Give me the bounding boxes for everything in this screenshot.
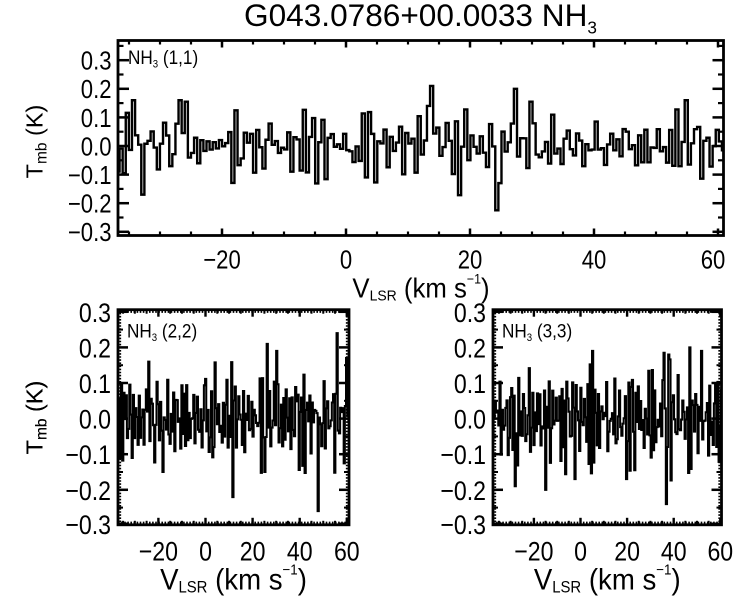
svg-text:0: 0 bbox=[199, 537, 212, 567]
svg-text:−20: −20 bbox=[514, 537, 553, 567]
svg-text:Tmb (K): Tmb (K) bbox=[22, 105, 51, 179]
svg-text:0.0: 0.0 bbox=[81, 133, 112, 162]
svg-text:0.2: 0.2 bbox=[81, 76, 112, 105]
svg-text:40: 40 bbox=[287, 537, 313, 567]
svg-text:−0.1: −0.1 bbox=[68, 161, 112, 190]
svg-text:−0.3: −0.3 bbox=[65, 510, 111, 540]
svg-text:−0.2: −0.2 bbox=[68, 190, 112, 219]
svg-text:0.3: 0.3 bbox=[454, 298, 486, 328]
svg-text:−20: −20 bbox=[203, 246, 240, 275]
svg-text:−0.3: −0.3 bbox=[440, 510, 486, 540]
svg-text:0.3: 0.3 bbox=[81, 47, 112, 76]
svg-text:0.1: 0.1 bbox=[79, 369, 111, 399]
svg-text:0.1: 0.1 bbox=[81, 104, 112, 133]
svg-text:20: 20 bbox=[458, 246, 483, 275]
svg-text:−0.1: −0.1 bbox=[440, 440, 486, 470]
svg-text:−20: −20 bbox=[139, 537, 178, 567]
svg-text:20: 20 bbox=[614, 537, 640, 567]
svg-text:40: 40 bbox=[582, 246, 607, 275]
svg-text:VLSR (km s−1): VLSR (km s−1) bbox=[160, 561, 307, 597]
svg-text:−0.2: −0.2 bbox=[65, 476, 111, 506]
svg-text:20: 20 bbox=[240, 537, 266, 567]
svg-text:0: 0 bbox=[340, 246, 352, 275]
svg-text:0.3: 0.3 bbox=[79, 298, 111, 328]
svg-text:Tmb (K): Tmb (K) bbox=[22, 381, 51, 455]
svg-text:0.2: 0.2 bbox=[454, 334, 486, 364]
svg-text:0.1: 0.1 bbox=[454, 369, 486, 399]
svg-text:G043.0786+00.0033 NH3: G043.0786+00.0033 NH3 bbox=[244, 0, 597, 38]
svg-text:0: 0 bbox=[574, 537, 587, 567]
svg-text:−0.3: −0.3 bbox=[68, 219, 112, 248]
svg-text:60: 60 bbox=[334, 537, 360, 567]
svg-text:0.2: 0.2 bbox=[79, 334, 111, 364]
svg-text:−0.1: −0.1 bbox=[65, 440, 111, 470]
svg-text:40: 40 bbox=[661, 537, 687, 567]
svg-text:NH3 (3,3): NH3 (3,3) bbox=[502, 319, 572, 344]
svg-text:60: 60 bbox=[707, 537, 733, 567]
svg-text:0.0: 0.0 bbox=[79, 405, 111, 435]
svg-text:60: 60 bbox=[701, 246, 726, 275]
svg-text:−0.2: −0.2 bbox=[440, 476, 486, 506]
svg-text:Tmb (K): Tmb (K) bbox=[22, 381, 51, 455]
svg-text:NH3 (1,1): NH3 (1,1) bbox=[128, 46, 198, 71]
svg-text:0.0: 0.0 bbox=[454, 405, 486, 435]
svg-text:NH3 (2,2): NH3 (2,2) bbox=[127, 319, 197, 344]
svg-text:VLSR (km s−1): VLSR (km s−1) bbox=[534, 561, 681, 597]
